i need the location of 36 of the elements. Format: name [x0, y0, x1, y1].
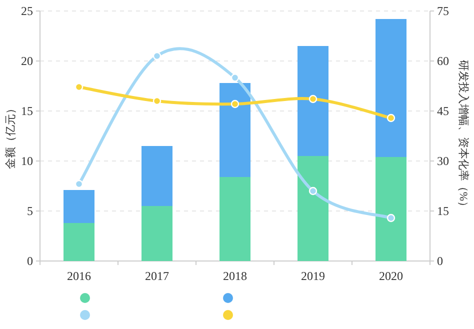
bar: [220, 177, 250, 261]
y2-axis-title: 研发投入增幅、资本化率（%）: [457, 60, 470, 212]
bar: [142, 206, 172, 261]
point: [386, 214, 396, 222]
y-tick-label: 15: [21, 104, 33, 118]
bar: [220, 83, 250, 177]
point: [308, 94, 318, 104]
y-tick-label: 5: [27, 204, 33, 218]
y2-tick-label: 30: [437, 154, 449, 168]
x-tick-label: 2016: [67, 269, 91, 283]
point: [230, 74, 240, 82]
y-tick-label: 0: [27, 254, 33, 268]
bar: [376, 157, 406, 261]
point: [230, 100, 240, 108]
bar: [142, 146, 172, 206]
bar: [376, 19, 406, 157]
x-tick-label: 2018: [223, 269, 247, 283]
bar: [298, 46, 328, 156]
y2-tick-label: 75: [437, 4, 449, 18]
y-tick-label: 25: [21, 4, 33, 18]
bar: [64, 223, 94, 261]
point: [386, 114, 396, 122]
y-tick-label: 10: [21, 154, 33, 168]
x-tick-label: 2019: [301, 269, 325, 283]
bar: [298, 156, 328, 261]
x-tick-label: 2017: [145, 269, 169, 283]
x-tick-label: 2020: [379, 269, 403, 283]
y-tick-label: 20: [21, 54, 33, 68]
y2-tick-label: 15: [437, 204, 449, 218]
point: [308, 186, 318, 196]
y-axis-title: 金额（亿元）: [4, 103, 17, 169]
y2-tick-label: 0: [437, 254, 443, 268]
bar: [64, 190, 94, 223]
y2-tick-label: 60: [437, 54, 449, 68]
y2-tick-label: 45: [437, 104, 449, 118]
point: [152, 52, 162, 60]
